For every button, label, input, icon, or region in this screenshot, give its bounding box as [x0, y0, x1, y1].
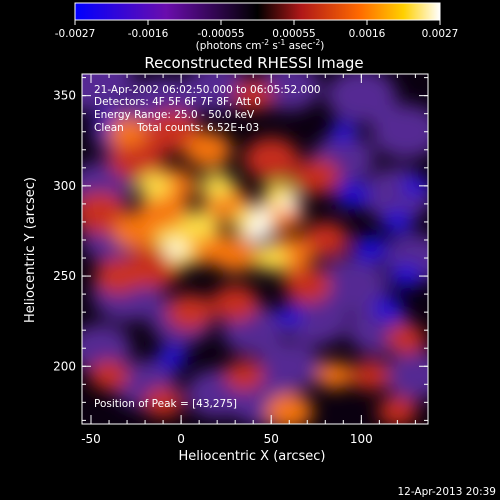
heatmap-blob — [184, 131, 232, 169]
heatmap-blob — [82, 323, 132, 373]
heatmap-blob — [377, 396, 418, 424]
colorbar-tick-label: 0.00055 — [272, 28, 315, 40]
heatmap-blob — [386, 323, 427, 355]
annotation-clean-counts: Clean Total counts: 6.52E+03 — [94, 122, 259, 134]
chart-title: Reconstructed RHESSI Image — [144, 54, 363, 72]
footer-timestamp: 12-Apr-2013 20:39 — [397, 486, 496, 498]
heatmap-blob — [350, 359, 391, 391]
heatmap-blob — [136, 172, 172, 200]
heatmap-blob — [284, 296, 348, 346]
y-tick-label: 250 — [53, 269, 76, 283]
x-tick-label: 50 — [264, 432, 279, 446]
heatmap-blob — [372, 296, 405, 321]
y-tick-label: 300 — [53, 179, 76, 193]
heatmap-blob — [82, 74, 135, 112]
heatmap-blob — [279, 196, 300, 212]
heatmap-blob — [257, 74, 321, 112]
x-axis-label: Heliocentric X (arcsec) — [179, 449, 326, 464]
colorbar-tick-label: -0.00055 — [197, 28, 244, 40]
heatmap-blob — [381, 209, 414, 235]
plot-frame — [81, 73, 429, 425]
colorbar-tick-label: 0.0027 — [422, 28, 459, 40]
heatmap-blob — [383, 350, 428, 400]
heatmap-blob — [292, 158, 341, 196]
heatmap-blob — [166, 293, 214, 331]
heatmap-blob — [253, 244, 290, 272]
heatmap-blob — [329, 121, 358, 143]
x-axis-ticks: -50 0 50 100 — [81, 74, 416, 446]
heatmap-image — [82, 74, 428, 424]
colorbar — [74, 2, 441, 21]
heatmap-blob — [316, 257, 388, 313]
heatmap-blob — [252, 205, 273, 221]
heatmap-blob — [244, 220, 273, 242]
colorbar-tick-label: -0.0016 — [128, 28, 169, 40]
heatmap-blob — [265, 392, 314, 424]
x-tick-label: -50 — [81, 432, 101, 446]
heatmap-blob — [199, 172, 235, 200]
heatmap-blob — [275, 305, 304, 327]
heatmap-blob — [301, 221, 350, 259]
colorbar-tick-label: 0.0016 — [349, 28, 386, 40]
heatmap-blob — [156, 344, 188, 370]
heatmap-blob — [185, 74, 249, 112]
heatmap-blob — [112, 212, 160, 250]
annotation-detectors: Detectors: 4F 5F 6F 7F 8F, Att 0 — [94, 96, 261, 108]
heatmap-blob — [370, 104, 428, 160]
heatmap-blob — [283, 266, 332, 304]
heatmap-blob — [316, 361, 353, 390]
heatmap-blob — [243, 137, 299, 181]
heatmap-blob — [257, 341, 321, 391]
heatmap-blob — [211, 284, 259, 322]
heatmap-blob — [89, 359, 129, 391]
colorbar-unit-label: (photons cm-2 s-1 asec-2) — [196, 38, 325, 52]
y-axis-ticks: 200 250 300 350 — [53, 77, 428, 421]
y-tick-label: 200 — [53, 359, 76, 373]
heatmap-blob — [143, 387, 183, 418]
heatmap-blob — [390, 263, 423, 289]
heatmap-blob — [325, 74, 397, 124]
heatmap-blob — [352, 235, 389, 263]
heatmap-blob — [108, 137, 164, 181]
y-tick-label: 350 — [53, 89, 76, 103]
peak-position-label: Position of Peak = [43,275] — [94, 398, 237, 410]
x-tick-label: 0 — [177, 432, 185, 446]
heatmap-blob — [224, 359, 265, 391]
colorbar-ticks: -0.0027 -0.0016 -0.00055 0.00055 0.0016 0.002… — [55, 20, 459, 40]
heatmap-blob — [233, 80, 274, 111]
annotation-time-range: 21-Apr-2002 06:02:50.000 to 06:05:52.000 — [94, 84, 321, 96]
heatmap-blob — [107, 116, 147, 148]
y-axis-label: Heliocentric Y (arcsec) — [23, 177, 38, 323]
heatmap-blob — [165, 241, 186, 257]
annotation-energy-range: Energy Range: 25.0 - 50.0 keV — [94, 109, 255, 121]
heatmap-blob — [144, 110, 200, 154]
heatmap-blob — [401, 175, 428, 197]
heatmap-blob — [334, 181, 371, 209]
heatmap-blob — [211, 236, 259, 273]
heatmap-blob — [179, 210, 219, 241]
colorbar-tick-label: -0.0027 — [55, 28, 96, 40]
x-tick-label: 100 — [350, 432, 373, 446]
